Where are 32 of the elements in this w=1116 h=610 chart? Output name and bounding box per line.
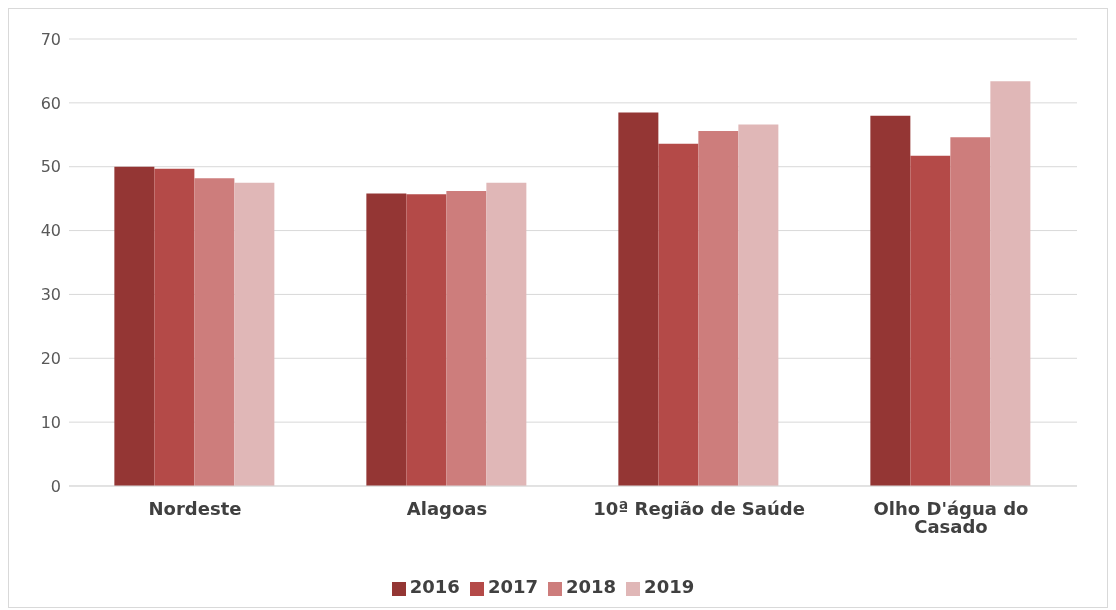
bar: [234, 182, 275, 486]
bar: [366, 193, 407, 486]
bar: [194, 178, 235, 486]
legend-label: 2018: [566, 576, 617, 597]
legend-label: 2019: [644, 576, 695, 597]
bar: [698, 130, 739, 486]
bar: [910, 155, 951, 486]
bar: [950, 137, 991, 486]
bar: [618, 112, 659, 486]
y-tick-label: 60: [40, 93, 61, 113]
legend-label: 2017: [487, 576, 538, 597]
bar: [446, 190, 487, 486]
legend-label: 2016: [409, 576, 460, 597]
y-tick-label: 70: [40, 29, 61, 49]
x-tick-label: Nordeste: [148, 497, 242, 519]
y-tick-label: 40: [40, 221, 61, 241]
bar: [870, 115, 911, 486]
x-tick-label: Alagoas: [406, 497, 488, 519]
bar: [738, 124, 779, 486]
y-tick-label: 50: [40, 157, 61, 177]
y-tick-label: 0: [50, 476, 61, 496]
x-tick-label: 10ª Região de Saúde: [593, 497, 805, 519]
y-tick-label: 30: [40, 285, 61, 305]
x-tick-label: Olho D'água do Casado: [873, 497, 1029, 537]
bar: [154, 168, 195, 486]
bar: [658, 143, 699, 486]
y-tick-label: 10: [40, 412, 61, 432]
bar: [406, 194, 447, 486]
y-tick-label: 20: [40, 348, 61, 368]
bar: [486, 182, 527, 486]
bar: [114, 166, 155, 486]
bar: [990, 81, 1031, 486]
